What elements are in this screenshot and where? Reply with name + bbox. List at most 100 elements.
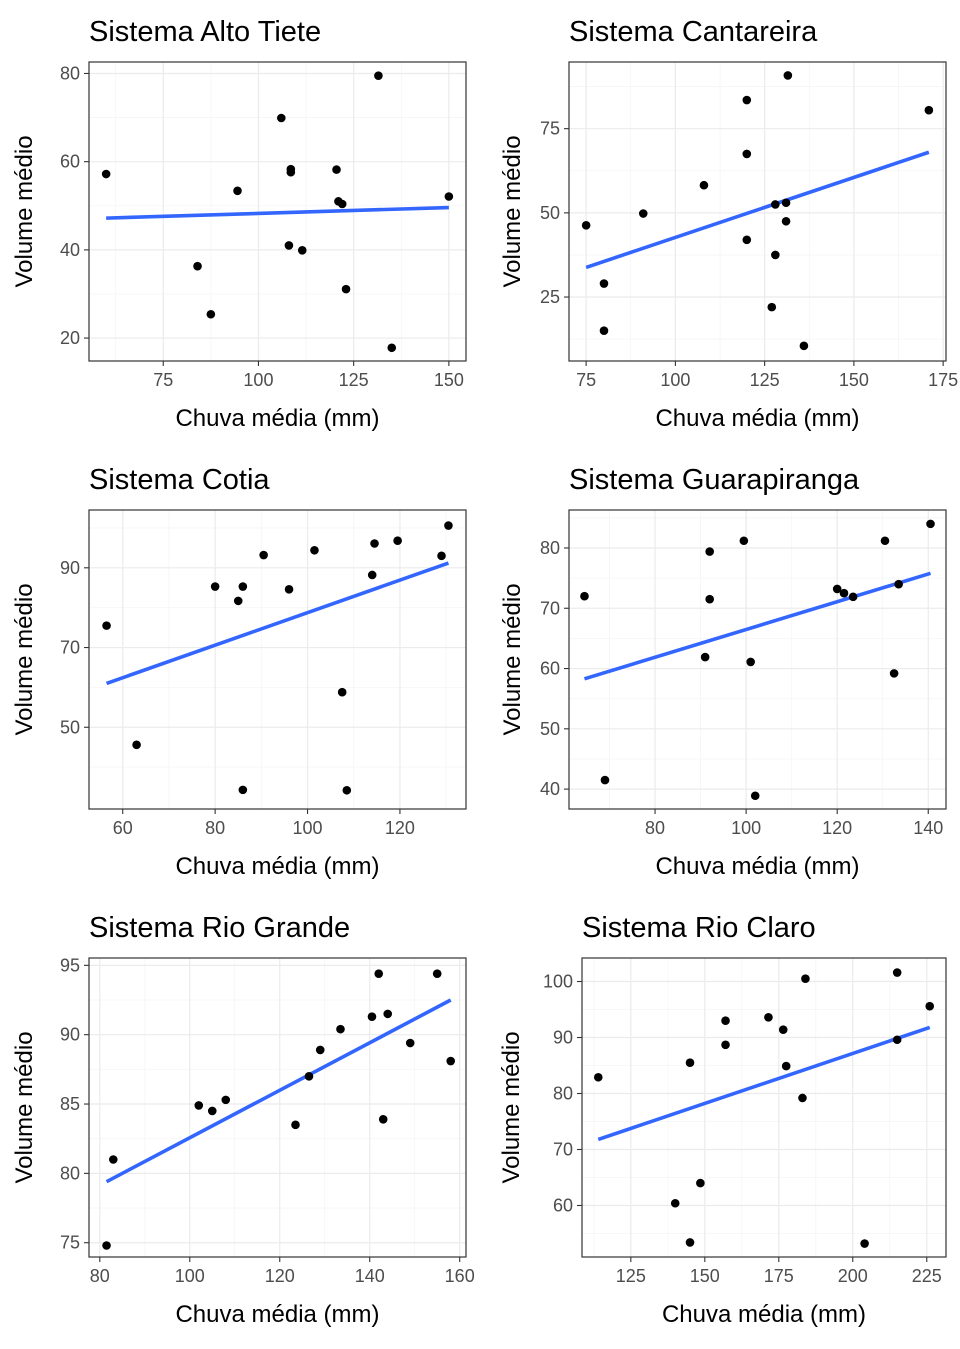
data-point — [832, 584, 842, 594]
data-point — [581, 221, 591, 230]
plot-background — [569, 510, 946, 809]
data-point — [374, 969, 384, 978]
y-tick-label: 50 — [540, 203, 560, 223]
data-point — [799, 341, 809, 351]
x-tick-label: 150 — [434, 370, 464, 390]
y-tick-label: 40 — [540, 779, 560, 799]
y-tick-label: 70 — [60, 638, 80, 658]
plot-background — [89, 958, 466, 1257]
data-point — [781, 1061, 791, 1071]
data-point — [593, 1072, 603, 1082]
data-point — [889, 669, 899, 678]
y-axis-label: Volume médio — [499, 583, 526, 735]
x-tick-label: 140 — [913, 818, 943, 838]
data-point — [304, 1071, 314, 1081]
data-point — [742, 235, 752, 245]
y-tick-label: 60 — [553, 1195, 573, 1215]
x-tick-label: 100 — [243, 370, 273, 390]
data-point — [233, 596, 243, 606]
data-point — [374, 71, 383, 80]
data-point — [699, 180, 709, 190]
data-point — [638, 209, 648, 218]
data-point — [798, 1093, 807, 1103]
y-tick-label: 50 — [540, 719, 560, 739]
trend-line — [585, 150, 930, 270]
panel-2: 75 100 125 150 175 25 50 75 Sistema Cantareira Ch… — [499, 16, 958, 432]
data-point — [892, 968, 902, 977]
x-axis-label: Chuva média (mm) — [175, 853, 379, 880]
data-point — [778, 1025, 788, 1034]
panel-border — [568, 61, 947, 362]
data-point — [193, 261, 202, 271]
trend-line — [106, 205, 449, 220]
data-point — [801, 974, 810, 984]
data-point — [767, 302, 777, 312]
data-point — [221, 1095, 231, 1105]
panel-3: 60 80 100 120 50 70 90 Sistema Cotia Chuva média… — [11, 464, 467, 880]
y-tick-label: 75 — [540, 119, 560, 139]
x-axis-label: Chuva média (mm) — [662, 1301, 866, 1328]
data-point — [101, 169, 111, 179]
data-point — [839, 588, 849, 598]
data-point — [284, 585, 294, 594]
data-point — [925, 1001, 935, 1011]
data-point — [739, 536, 749, 546]
x-tick-label: 100 — [175, 1266, 205, 1286]
data-point — [700, 652, 710, 662]
x-tick-label: 80 — [645, 818, 665, 838]
x-tick-label: 75 — [576, 370, 596, 390]
trend-line — [105, 998, 452, 1184]
data-point — [238, 582, 248, 591]
x-tick-label: 80 — [90, 1266, 110, 1286]
trend-line — [583, 571, 932, 681]
y-tick-label: 85 — [60, 1094, 80, 1114]
data-point — [341, 284, 351, 294]
y-tick-label: 90 — [60, 1025, 80, 1045]
panel-title: Sistema Cotia — [89, 464, 270, 496]
x-tick-label: 175 — [764, 1266, 794, 1286]
x-tick-label: 225 — [912, 1266, 942, 1286]
data-point — [926, 519, 935, 529]
panel-border — [88, 61, 467, 362]
y-tick-label: 75 — [60, 1233, 80, 1253]
data-point — [848, 592, 858, 602]
data-point — [233, 186, 242, 196]
y-tick-label: 80 — [553, 1084, 573, 1104]
x-tick-label: 75 — [153, 370, 173, 390]
x-tick-label: 150 — [690, 1266, 720, 1286]
y-axis-label: Volume médio — [11, 1031, 38, 1183]
y-axis-label: Volume médio — [11, 135, 38, 287]
data-point — [599, 326, 609, 335]
data-point — [315, 1045, 325, 1055]
data-point — [432, 969, 442, 978]
data-point — [742, 149, 752, 159]
x-tick-label: 175 — [928, 370, 958, 390]
data-point — [924, 105, 934, 115]
y-axis-label: Volume médio — [499, 135, 526, 287]
y-tick-label: 95 — [60, 955, 80, 975]
data-point — [310, 545, 319, 555]
panel-title: Sistema Guarapiranga — [569, 464, 860, 496]
panel-border — [88, 509, 467, 810]
x-tick-label: 125 — [616, 1266, 646, 1286]
panel-title: Sistema Rio Grande — [89, 912, 350, 944]
y-tick-label: 25 — [540, 287, 560, 307]
x-tick-label: 120 — [822, 818, 852, 838]
data-point — [892, 1035, 902, 1045]
data-point — [259, 550, 268, 560]
y-tick-label: 90 — [553, 1028, 573, 1048]
data-point — [336, 1024, 345, 1034]
data-point — [685, 1238, 695, 1247]
data-point — [742, 95, 752, 105]
data-point — [705, 594, 714, 604]
plot-background — [582, 958, 946, 1257]
x-tick-label: 100 — [660, 370, 690, 390]
data-point — [721, 1016, 730, 1026]
x-axis-label: Chuva média (mm) — [655, 405, 859, 432]
x-tick-label: 125 — [339, 370, 369, 390]
y-tick-label: 50 — [60, 717, 80, 737]
data-point — [894, 579, 903, 589]
y-axis-label: Volume médio — [498, 1031, 525, 1183]
data-point — [291, 1120, 300, 1130]
